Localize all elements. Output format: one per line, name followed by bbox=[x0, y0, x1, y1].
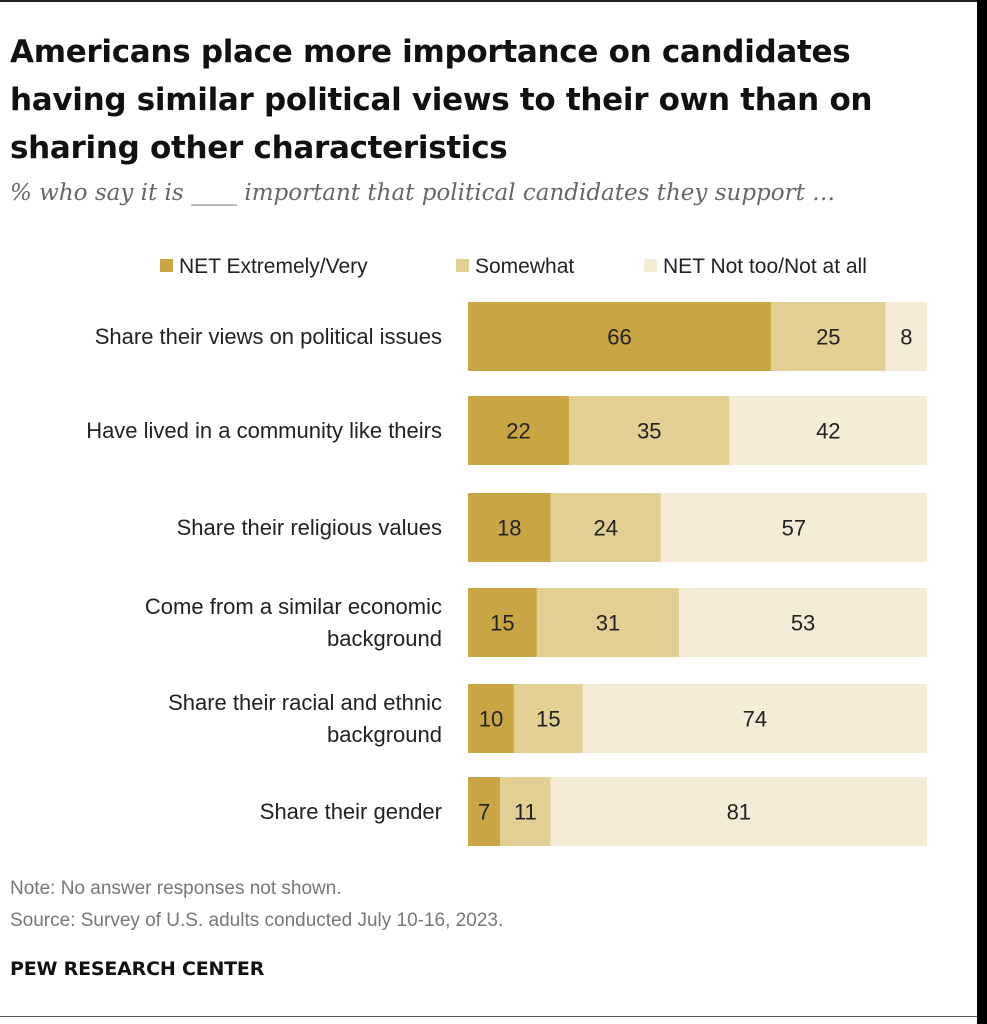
bar-row: 15 31 53 bbox=[468, 588, 927, 657]
legend-swatch bbox=[456, 259, 469, 272]
bar-value-label: 7 bbox=[478, 800, 490, 825]
bar-value-label: 18 bbox=[497, 516, 521, 541]
bar-segment bbox=[679, 588, 927, 657]
bar-value-label: 15 bbox=[490, 611, 514, 636]
category-label: Share their views on political issues bbox=[2, 321, 442, 353]
bar-segment bbox=[500, 777, 551, 846]
category-label-line: Share their views on political issues bbox=[94, 323, 442, 349]
bar-segment bbox=[513, 684, 583, 753]
bar-value-label: 31 bbox=[596, 611, 620, 636]
legend-swatch bbox=[160, 259, 173, 272]
bar-value-label: 24 bbox=[593, 516, 617, 541]
bar-segment bbox=[468, 588, 537, 657]
bar-row: 7 11 81 bbox=[468, 777, 927, 846]
organization-name: PEW RESEARCH CENTER bbox=[10, 958, 265, 980]
bar-value-label: 81 bbox=[727, 800, 751, 825]
bar-segment bbox=[468, 684, 514, 753]
bar-segment bbox=[468, 396, 569, 465]
bar-segment bbox=[582, 684, 927, 753]
legend-item-somewhat: Somewhat bbox=[456, 255, 574, 279]
top-rule bbox=[0, 0, 977, 2]
bar-value-label: 8 bbox=[900, 325, 912, 350]
bar-segment bbox=[550, 777, 927, 846]
bar-row: 22 35 42 bbox=[468, 396, 927, 465]
bar-value-label: 11 bbox=[514, 800, 537, 825]
bar-value-label: 66 bbox=[607, 325, 631, 350]
bar-segment bbox=[729, 396, 927, 465]
bar-segment bbox=[550, 493, 661, 562]
bar-value-label: 35 bbox=[637, 419, 661, 444]
bar-value-label: 53 bbox=[791, 611, 815, 636]
chart-title: Americans place more importance on candi… bbox=[10, 34, 873, 166]
legend-swatch bbox=[644, 259, 657, 272]
category-label-line: Come from a similar economic bbox=[144, 593, 442, 619]
bar-segment bbox=[468, 302, 771, 371]
bar-segment bbox=[770, 302, 886, 371]
bar-value-label: 22 bbox=[506, 419, 530, 444]
category-label: Share their religious values bbox=[2, 512, 442, 544]
category-label-line: Share their gender bbox=[259, 798, 442, 824]
legend-label: NET Extremely/Very bbox=[179, 255, 368, 278]
bar-value-label: 42 bbox=[816, 419, 840, 444]
legend-item-extremely-very: NET Extremely/Very bbox=[160, 255, 368, 279]
category-label: Have lived in a community like theirs bbox=[2, 415, 442, 447]
bar-value-label: 57 bbox=[782, 516, 806, 541]
note-text: Note: No answer responses not shown. bbox=[10, 878, 342, 899]
category-label-line: Share their racial and ethnic bbox=[168, 689, 442, 715]
bar-row: 10 15 74 bbox=[468, 684, 927, 753]
legend-label: Somewhat bbox=[475, 255, 575, 278]
bar-row: 66 25 8 bbox=[468, 302, 927, 371]
bar-row: 18 24 57 bbox=[468, 493, 927, 562]
category-label-line: Share their religious values bbox=[176, 514, 442, 540]
category-label-line: background bbox=[327, 721, 442, 747]
bar-value-label: 25 bbox=[816, 325, 840, 350]
legend-item-not-too: NET Not too/Not at all bbox=[644, 255, 867, 279]
bar-value-label: 74 bbox=[743, 707, 767, 732]
chart-subtitle: % who say it is ____ important that poli… bbox=[10, 180, 836, 206]
bar-value-label: 10 bbox=[479, 707, 503, 732]
bottom-rule bbox=[0, 1016, 977, 1017]
legend: NET Extremely/Very Somewhat NET Not too/… bbox=[0, 255, 977, 285]
bar-segment bbox=[536, 588, 680, 657]
category-label-line: Have lived in a community like theirs bbox=[86, 417, 442, 443]
category-label: Come from a similar economic background bbox=[2, 591, 442, 655]
bar-segment bbox=[468, 493, 551, 562]
bar-segment bbox=[885, 302, 927, 371]
bar-segment bbox=[660, 493, 927, 562]
bar-segment bbox=[468, 777, 501, 846]
source-text: Source: Survey of U.S. adults conducted … bbox=[10, 910, 504, 931]
legend-label: NET Not too/Not at all bbox=[663, 255, 867, 278]
bar-value-label: 15 bbox=[536, 707, 560, 732]
category-label: Share their gender bbox=[2, 796, 442, 828]
bar-segment bbox=[568, 396, 730, 465]
category-label-line: background bbox=[327, 625, 442, 651]
category-label: Share their racial and ethnic background bbox=[2, 687, 442, 751]
